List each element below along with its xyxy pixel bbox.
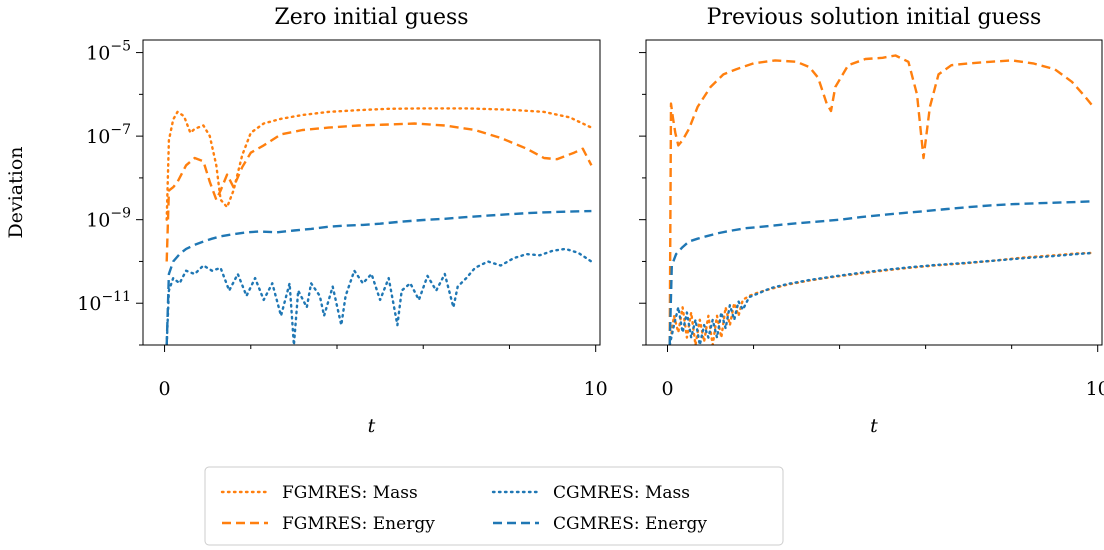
legend-box [204,466,784,546]
y-tick-label: 10−7 [86,122,131,148]
y-tick-label: 10−11 [77,289,131,315]
plot-frame [645,39,1103,346]
x-axis-label: t [368,415,376,437]
series-group [165,107,593,345]
y-tick-label: 10−5 [86,39,131,65]
series-line-cgmres-energy [668,200,1094,345]
legend-label: CGMRES: Mass [553,483,690,503]
plot-frame [142,39,601,346]
panel-previous-solution-initial-guess: Previous solution initial guess 0 10 t [639,5,1104,437]
y-axis-label: Deviation [5,146,27,238]
x-tick-label: 10 [584,378,608,400]
panel-zero-initial-guess: Zero initial guess 10−5 10−7 10−9 10−11 0 10 t D… [5,5,608,437]
series-group [668,54,1095,345]
series-line-cgmres-energy [165,209,592,345]
series-line-fgmres-mass [668,251,1095,345]
series-line-cgmres-mass [165,247,593,345]
x-tick-label: 0 [159,378,171,400]
x-axis-label: t [870,415,878,437]
legend-label: CGMRES: Energy [553,514,707,534]
series-line-cgmres-mass [668,251,1095,345]
series-line-fgmres-mass [165,107,593,221]
legend: FGMRES: Mass FGMRES: Energy CGMRES: Mass CG… [204,466,784,546]
x-tick-label: 10 [1086,378,1104,400]
x-tick-label: 0 [661,378,673,400]
chart-title: Zero initial guess [274,5,468,30]
y-tick-label: 10−9 [86,206,131,232]
series-line-fgmres-energy [668,54,1095,345]
chart-title: Previous solution initial guess [707,5,1042,30]
series-line-fgmres-energy [165,122,593,262]
legend-label: FGMRES: Mass [282,483,418,503]
legend-label: FGMRES: Energy [282,514,435,534]
